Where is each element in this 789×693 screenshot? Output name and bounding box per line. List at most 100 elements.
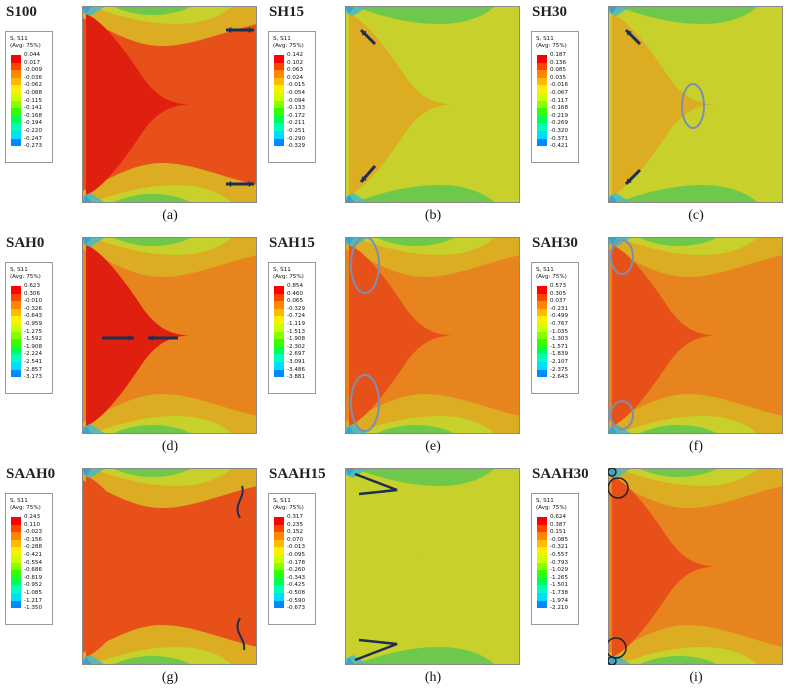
legend-color-bar [537,286,547,378]
legend-color-bar [537,517,547,609]
legend-value: -0.724 [287,313,306,320]
panel-caption: (f) [689,439,703,454]
legend-swatch [537,323,547,332]
legend-value: -0.508 [287,589,306,596]
legend-averaging-label: (Avg: 75%) [536,505,567,511]
bottom-min-region [112,656,192,665]
legend-value: -0.793 [550,559,569,566]
annotation-circle-bottom [608,637,627,659]
legend-value: -0.172 [287,112,306,119]
legend-variable-label: S, S11 [536,498,554,504]
panel-title: SAAH30 [532,466,589,482]
legend-swatch [11,354,21,362]
diagonal-arrow-top-head [626,30,632,36]
diagonal-arrow-bottom-head [626,178,632,184]
legend-swatch [537,115,547,124]
legend-swatch [11,62,21,71]
legend-swatch [274,77,284,86]
top-min-region [112,6,192,15]
panel-caption: (i) [689,670,703,685]
double-arrow-bottom-head [248,181,254,187]
legend-swatch [537,100,547,109]
legend-value: -0.260 [287,567,306,574]
top-min-region [375,468,455,477]
legend-swatch [11,361,21,370]
legend-swatch [11,92,21,101]
annotation-ellipse-bottom [350,374,380,432]
legend-value: 0.063 [287,67,304,74]
legend-swatch [537,585,547,593]
legend-value: -0.168 [550,105,569,112]
legend-swatch [11,570,21,578]
legend-value: -0.673 [287,605,306,612]
legend-value: -0.329 [287,305,306,312]
legend-value: -1.738 [550,589,569,596]
legend-value: -0.094 [287,97,306,104]
legend-value: 0.035 [550,74,567,81]
plot-border [82,468,257,665]
legend-value: -2.302 [287,343,306,350]
legend-swatch [274,554,284,563]
legend-swatch [537,108,547,116]
legend-value: -0.371 [550,135,569,142]
legend-swatch [11,524,21,533]
legend-swatch [537,286,547,294]
stress-contour-plot [82,6,257,203]
legend-value: -0.767 [550,320,569,327]
legend-swatch [274,369,284,378]
legend-swatch [274,123,284,131]
legend-swatch [11,55,21,63]
panel-3: SH30 S, S11 (Avg: 75%) 0.187 0.136 0.085 0.035… [526,0,789,231]
legend-value: -3.173 [24,374,43,381]
legend-value: -0.085 [550,536,569,543]
legend-swatch [274,570,284,578]
legend-swatch [537,92,547,101]
legend-variable-label: S, S11 [10,498,28,504]
annotation-ellipse [681,83,705,129]
legend-swatch [11,331,21,340]
panel-7: SAAH0 S, S11 (Avg: 75%) 0.243 0.110 -0.023 -0.… [0,462,263,693]
panel-title: SAAH15 [269,466,326,482]
legend-averaging-label: (Avg: 75%) [273,43,304,49]
stress-contour-plot [608,468,783,665]
legend-swatch [537,70,547,78]
legend-swatch [274,517,284,525]
legend-color-bar [274,55,284,147]
legend-averaging-label: (Avg: 75%) [273,274,304,280]
legend-swatch [11,115,21,124]
legend-value: -0.117 [550,97,569,104]
top-min-region [112,468,192,477]
legend-value: -0.425 [287,582,306,589]
legend-value: -0.023 [24,529,43,536]
legend-variable-label: S, S11 [10,36,28,42]
legend-swatch [537,316,547,324]
legend-value: -0.095 [287,551,306,558]
annotation-circle-top [608,477,629,499]
legend-swatch [11,70,21,78]
legend-swatch [11,346,21,355]
legend-value: -2.541 [24,358,43,365]
legend-swatch [274,361,284,370]
corner-low-top [82,468,106,478]
legend-color-bar [11,55,21,147]
top-min-region [638,468,718,477]
contour-legend: S, S11 (Avg: 75%) 0.142 0.102 0.063 0.024 -0.0… [268,31,316,163]
plot-border [345,468,520,665]
legend-value: -0.009 [24,67,43,74]
legend-swatch [537,524,547,533]
legend-value: -0.421 [550,143,569,150]
legend-swatch [274,323,284,332]
legend-swatch [11,286,21,294]
legend-value: 0.044 [24,52,41,58]
legend-swatch [274,92,284,101]
corner-low-bottom [82,424,106,434]
legend-value: -0.321 [550,544,569,551]
legend-averaging-label: (Avg: 75%) [273,505,304,511]
legend-swatch [537,62,547,71]
legend-value: 0.305 [550,290,567,297]
bottom-min-region [638,656,718,665]
legend-value: 0.460 [287,290,304,297]
panel-4: SAH0 S, S11 (Avg: 75%) 0.623 0.306 -0.010 -0.3… [0,231,263,462]
legend-value: -0.168 [24,112,43,119]
plot-border [82,237,257,434]
